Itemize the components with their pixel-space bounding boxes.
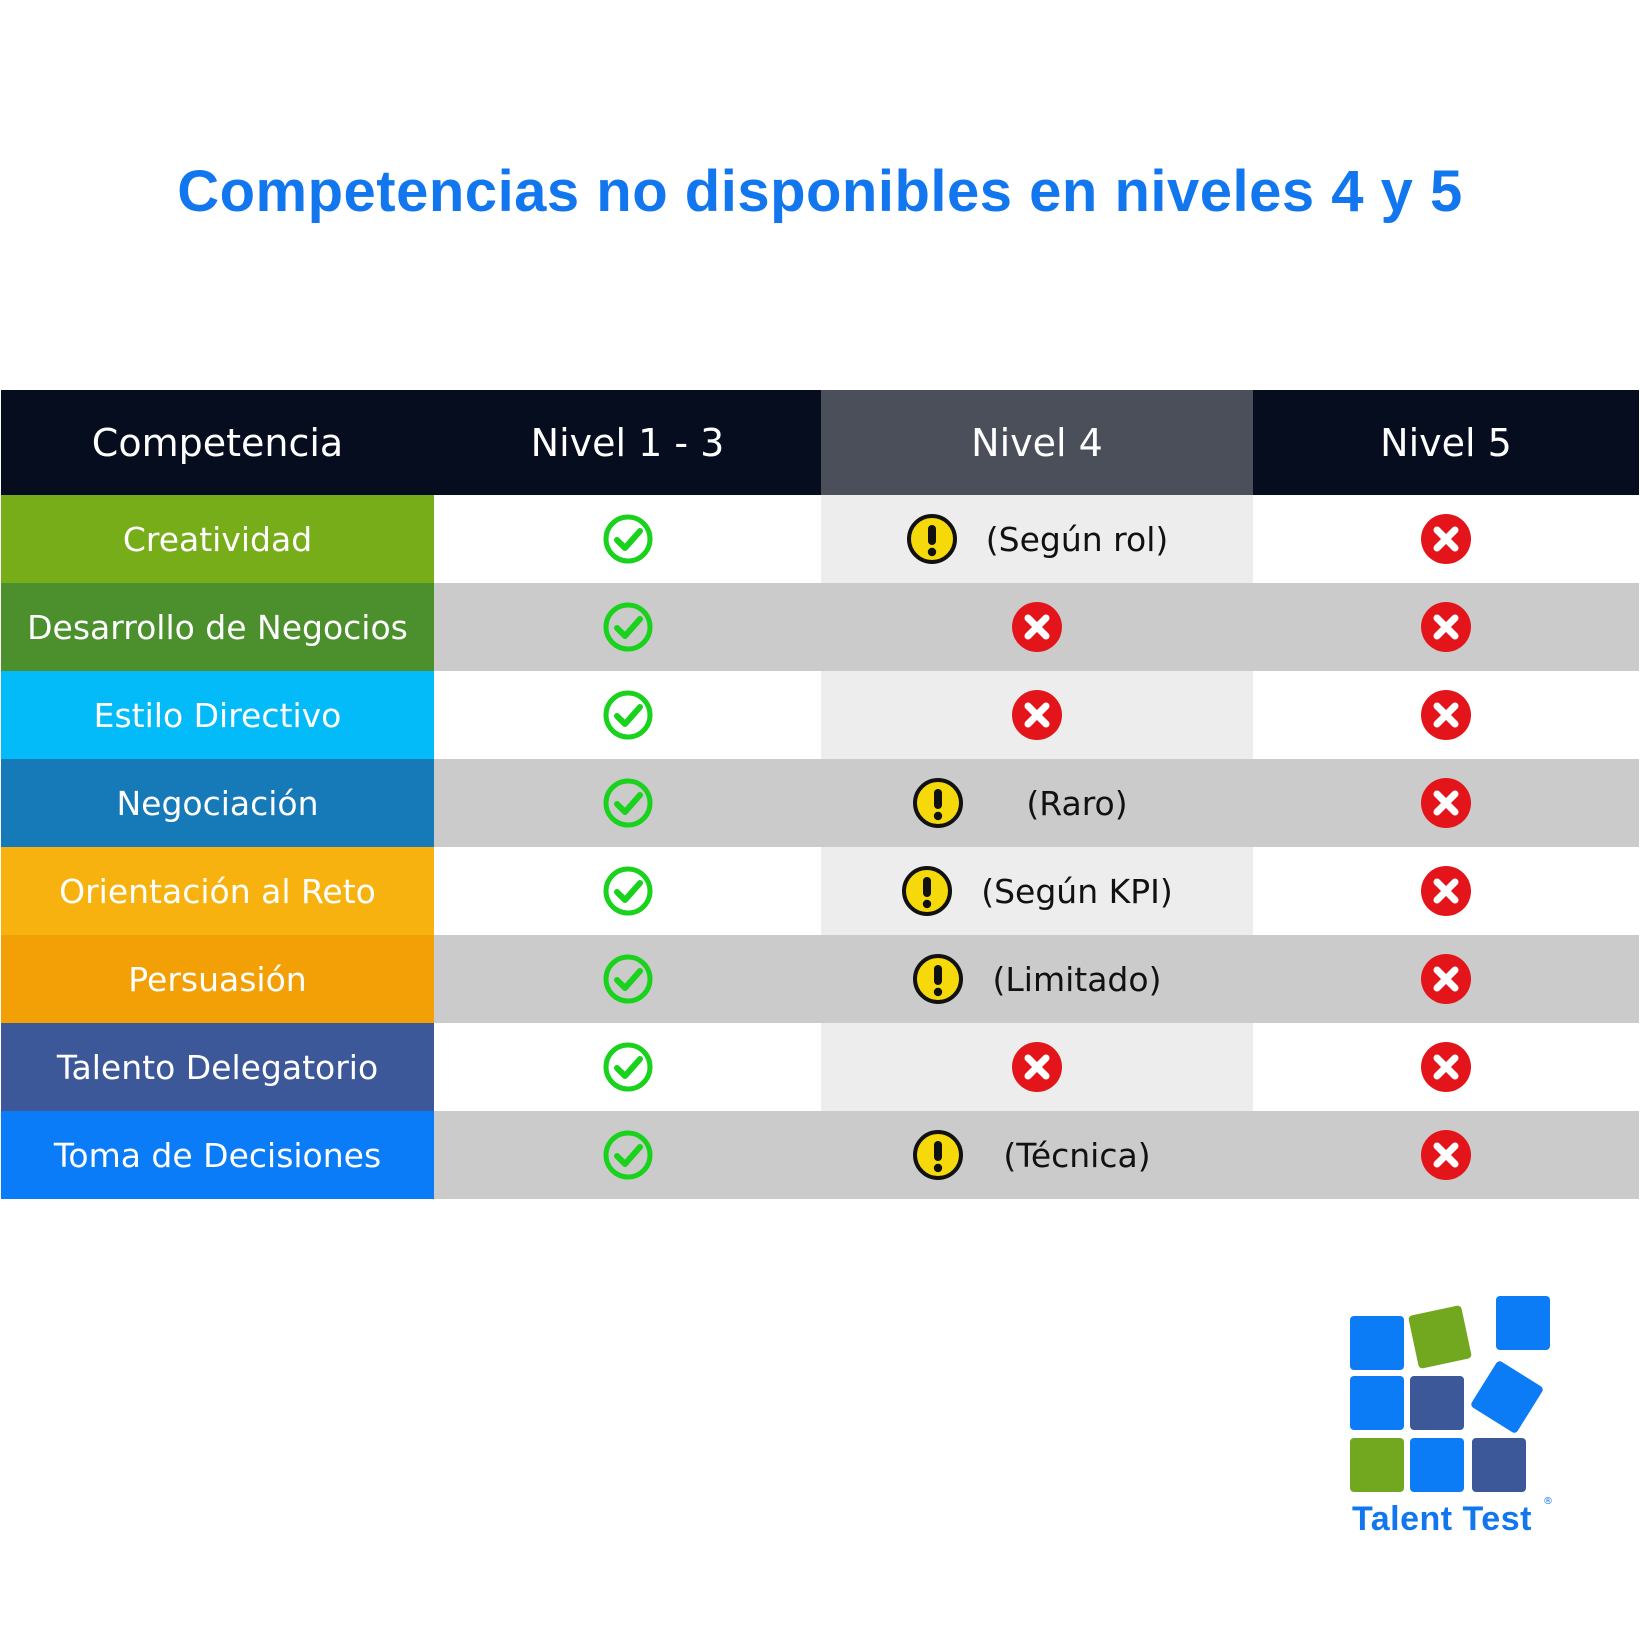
nivel-4-note: (Técnica) [1003, 1135, 1151, 1175]
header-nivel-1-3: Nivel 1 - 3 [434, 390, 821, 495]
nivel-5-cell [1253, 671, 1639, 759]
logo-square [1350, 1316, 1404, 1370]
warning-icon [912, 953, 964, 1005]
cross-icon [1011, 689, 1063, 741]
warning-icon [901, 865, 953, 917]
competency-label: Estilo Directivo [1, 671, 434, 759]
nivel-1-3-cell [434, 935, 821, 1023]
warning-icon [912, 777, 964, 829]
competency-label: Desarrollo de Negocios [1, 583, 434, 671]
nivel-1-3-cell [434, 847, 821, 935]
nivel-4-cell: (Técnica) [821, 1111, 1253, 1199]
nivel-5-cell [1253, 495, 1639, 583]
nivel-5-cell [1253, 1111, 1639, 1199]
check-icon [602, 1041, 654, 1093]
cross-icon [1420, 777, 1472, 829]
header-nivel-5: Nivel 5 [1253, 390, 1639, 495]
check-icon [602, 953, 654, 1005]
nivel-4-note: (Raro) [1026, 783, 1128, 823]
page-title: Competencias no disponibles en niveles 4… [177, 159, 1463, 224]
logo-square [1410, 1438, 1464, 1492]
competency-label: Toma de Decisiones [1, 1111, 434, 1199]
nivel-1-3-cell [434, 1023, 821, 1111]
logo-text: Talent Test [1352, 1500, 1532, 1538]
cross-icon [1420, 953, 1472, 1005]
nivel-5-cell [1253, 1023, 1639, 1111]
check-icon [602, 601, 654, 653]
competency-table: Competencia Nivel 1 - 3 Nivel 4 Nivel 5 … [1, 390, 1639, 1203]
nivel-4-note: (Según rol) [985, 519, 1169, 559]
logo-square [1472, 1438, 1526, 1492]
logo-square [1496, 1296, 1550, 1350]
nivel-4-cell [821, 1023, 1253, 1111]
competency-label: Talento Delegatorio [1, 1023, 434, 1111]
cross-icon [1420, 865, 1472, 917]
nivel-1-3-cell [434, 495, 821, 583]
cross-icon [1420, 1041, 1472, 1093]
cross-icon [1011, 1041, 1063, 1093]
cross-icon [1420, 689, 1472, 741]
cross-icon [1420, 1129, 1472, 1181]
nivel-4-cell: (Raro) [821, 759, 1253, 847]
competency-label: Orientación al Reto [1, 847, 434, 935]
nivel-1-3-cell [434, 1111, 821, 1199]
nivel-5-cell [1253, 847, 1639, 935]
nivel-4-note: (Limitado) [992, 959, 1162, 999]
competency-label: Creatividad [1, 495, 434, 583]
header-competencia: Competencia [1, 390, 434, 495]
check-icon [602, 689, 654, 741]
logo-square [1350, 1438, 1404, 1492]
check-icon [602, 777, 654, 829]
nivel-4-cell: (Según rol) [821, 495, 1253, 583]
competency-label: Negociación [1, 759, 434, 847]
header-nivel-4: Nivel 4 [821, 390, 1253, 495]
nivel-4-cell [821, 583, 1253, 671]
check-icon [602, 1129, 654, 1181]
nivel-4-cell: (Limitado) [821, 935, 1253, 1023]
check-icon [602, 865, 654, 917]
nivel-4-note: (Según KPI) [981, 871, 1173, 911]
logo-square [1469, 1359, 1545, 1435]
nivel-5-cell [1253, 935, 1639, 1023]
check-icon [602, 513, 654, 565]
logo-square [1410, 1376, 1464, 1430]
nivel-4-cell: (Según KPI) [821, 847, 1253, 935]
nivel-5-cell [1253, 583, 1639, 671]
cross-icon [1420, 601, 1472, 653]
logo-square [1407, 1304, 1473, 1370]
nivel-1-3-cell [434, 759, 821, 847]
talent-test-logo [1350, 1296, 1550, 1506]
logo-square [1350, 1376, 1404, 1430]
cross-icon [1420, 513, 1472, 565]
warning-icon [912, 1129, 964, 1181]
nivel-1-3-cell [434, 583, 821, 671]
competency-label: Persuasión [1, 935, 434, 1023]
nivel-5-cell [1253, 759, 1639, 847]
logo-registered-mark: ® [1543, 1496, 1553, 1507]
nivel-4-cell [821, 671, 1253, 759]
warning-icon [906, 513, 958, 565]
nivel-1-3-cell [434, 671, 821, 759]
cross-icon [1011, 601, 1063, 653]
